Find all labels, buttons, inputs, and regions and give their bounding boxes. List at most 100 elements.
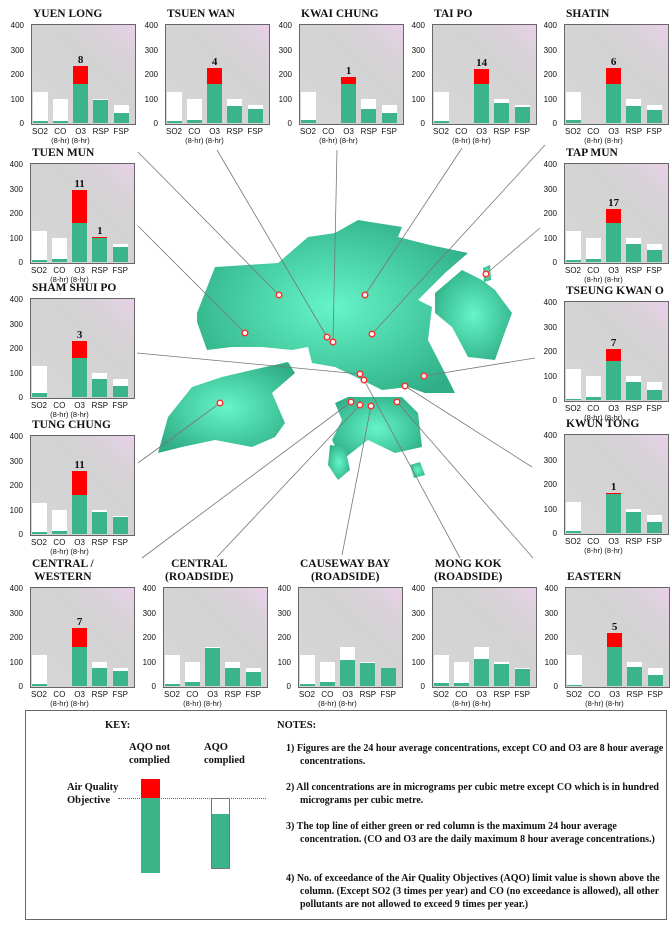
- y-tick-label: 200: [544, 633, 558, 642]
- y-tick-label: 200: [277, 633, 291, 642]
- concentration-bar: [474, 83, 490, 123]
- y-tick-label: 300: [411, 608, 425, 618]
- x-category-label: FSP: [646, 127, 662, 136]
- station-title-line: SHAM SHUI PO: [32, 282, 117, 294]
- concentration-bar: [565, 398, 581, 400]
- x-category-label: SO2: [432, 127, 449, 136]
- station-title: KWAI CHUNG: [301, 8, 379, 21]
- aqo-limit-bar: [184, 661, 200, 686]
- y-tick-label: 400: [142, 584, 156, 593]
- x-category-label: RSP: [493, 127, 511, 136]
- concentration-bar: [514, 107, 530, 123]
- leader-line: [363, 379, 461, 559]
- x-category-label: RSP: [226, 127, 244, 136]
- station-title: YUEN LONG: [33, 8, 102, 21]
- y-tick-label: 300: [9, 184, 23, 194]
- aqo-limit-bar: [31, 231, 47, 262]
- concentration-bar: [300, 119, 316, 123]
- concentration-bar: [647, 674, 663, 686]
- x-category-label: CO: [188, 127, 201, 136]
- y-tick-label: 0: [420, 119, 425, 128]
- x-category-label: CO: [455, 127, 468, 136]
- x-category-sublabel: (8-hr): [183, 699, 202, 708]
- station-marker: [356, 370, 364, 378]
- leader-line: [136, 352, 361, 375]
- exceedance-bar: [72, 341, 88, 358]
- land-area: [332, 397, 422, 460]
- y-tick-label: 400: [543, 21, 557, 30]
- y-tick-label: 100: [411, 657, 425, 667]
- exceedance-bar: [607, 632, 623, 647]
- concentration-bar: [340, 659, 356, 686]
- exceedance-count: 7: [610, 336, 617, 349]
- exceedance-count: 6: [610, 56, 617, 69]
- x-category-sublabel: (8-hr): [604, 136, 623, 145]
- x-category-label: O3: [608, 266, 619, 275]
- x-category-label: SO2: [432, 690, 449, 699]
- note-1: 1) Figures are the 24 hour average conce…: [286, 743, 664, 767]
- station-title: EASTERN: [567, 571, 621, 584]
- leader-line: [404, 385, 533, 468]
- y-tick-label: 0: [18, 258, 23, 267]
- y-tick-label: 100: [144, 94, 158, 104]
- x-category-sublabel: (8-hr): [70, 275, 89, 284]
- x-category-label: CO: [587, 537, 600, 546]
- concentration-bar: [626, 105, 642, 123]
- y-tick-label: 0: [553, 682, 558, 691]
- y-tick-label: 0: [287, 119, 292, 128]
- x-category-label: FSP: [112, 266, 128, 275]
- aqo-limit-bar: [52, 98, 68, 123]
- concentration-bar: [626, 382, 642, 400]
- station-marker: [420, 372, 428, 380]
- exceedance-count: 17: [608, 197, 620, 210]
- y-tick-label: 200: [543, 480, 557, 489]
- y-tick-label: 100: [543, 504, 557, 514]
- concentration-bar: [207, 83, 223, 123]
- x-category-sublabel: (8-hr): [604, 275, 623, 284]
- concentration-bar: [361, 109, 377, 123]
- concentration-bar: [606, 83, 622, 123]
- y-tick-label: 0: [18, 530, 23, 539]
- y-tick-label: 200: [144, 70, 158, 79]
- concentration-bar: [31, 393, 47, 397]
- concentration-bar: [514, 668, 530, 686]
- x-category-sublabel: (8-hr): [318, 699, 337, 708]
- x-category-sublabel: (8-hr): [319, 136, 338, 145]
- station-marker: [367, 402, 375, 410]
- y-tick-label: 200: [10, 70, 24, 79]
- concentration-bar: [112, 386, 128, 397]
- x-category-label: SO2: [564, 127, 581, 136]
- exceedance-count: 5: [611, 620, 618, 633]
- station-title-line: WESTERN: [34, 571, 92, 583]
- y-tick-label: 400: [411, 584, 425, 593]
- x-category-label: SO2: [564, 537, 581, 546]
- concentration-bar: [186, 120, 202, 123]
- station-title: TSUEN WAN: [167, 8, 235, 21]
- x-category-label: FSP: [112, 401, 128, 410]
- y-tick-label: 100: [277, 657, 291, 667]
- x-category-label: CO: [53, 401, 66, 410]
- x-category-label: RSP: [625, 537, 643, 546]
- concentration-bar: [453, 683, 469, 686]
- concentration-bar: [51, 531, 67, 534]
- concentration-bar: [341, 83, 357, 123]
- x-category-label: SO2: [31, 127, 48, 136]
- concentration-bar: [92, 512, 108, 534]
- x-category-label: FSP: [112, 538, 128, 547]
- x-category-label: SO2: [564, 266, 581, 275]
- land-area: [410, 462, 425, 478]
- concentration-bar: [299, 683, 315, 686]
- x-category-label: CO: [53, 690, 66, 699]
- y-tick-label: 300: [9, 456, 23, 466]
- x-category-sublabel: (8-hr): [70, 547, 89, 556]
- y-tick-label: 200: [9, 209, 23, 218]
- x-category-sublabel: (8-hr): [605, 699, 624, 708]
- station-title: CENTRAL / WESTERN: [32, 558, 94, 584]
- concentration-bar: [360, 663, 376, 686]
- exceedance-count: 11: [74, 177, 85, 190]
- concentration-bar: [626, 512, 642, 533]
- x-category-label: RSP: [625, 127, 643, 136]
- x-category-label: CO: [588, 690, 601, 699]
- y-tick-label: 100: [543, 94, 557, 104]
